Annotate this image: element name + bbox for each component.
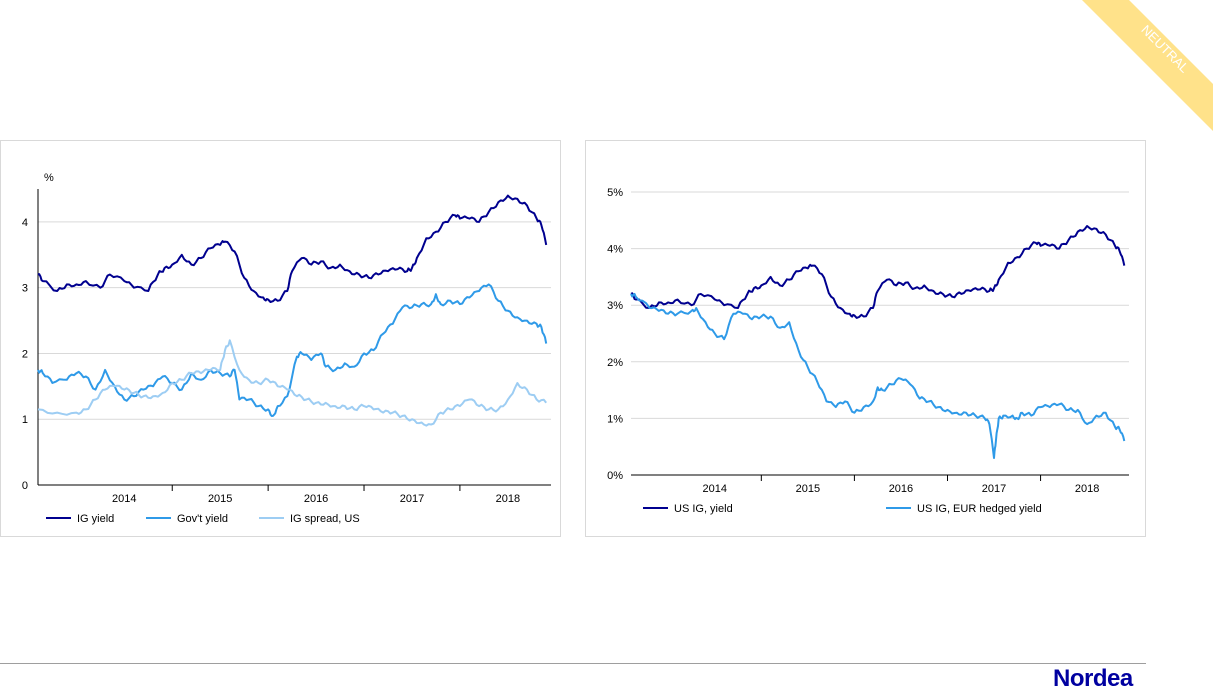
y-tick-label: 1	[22, 414, 28, 426]
series-line	[630, 292, 1126, 459]
ribbon-label: NEUTRAL	[1138, 22, 1192, 76]
y-tick-label: 1%	[607, 413, 623, 425]
y-tick-label: 3	[22, 283, 28, 295]
legend-label: US IG, yield	[674, 503, 733, 515]
header-area: NEUTRAL	[0, 0, 1213, 140]
neutral-ribbon: NEUTRAL	[1082, 0, 1213, 131]
y-tick-label: 0%	[607, 470, 623, 482]
y-tick-label: 2	[22, 348, 28, 360]
y-tick-label: 5%	[607, 187, 623, 199]
series-line	[37, 194, 548, 303]
x-tick-label: 2018	[1075, 483, 1099, 495]
series-line	[630, 225, 1126, 319]
line-chart-right: 0% 1% 2% 3% 4% 5% 2014 2015 2016 2017 2018 US IG, y…	[607, 187, 1129, 515]
series-line	[37, 339, 547, 427]
x-tick-label: 2015	[208, 493, 232, 505]
footer-divider	[0, 663, 1146, 664]
x-tick-label: 2017	[982, 483, 1006, 495]
y-tick-label: 4%	[607, 244, 623, 256]
x-tick-label: 2017	[400, 493, 424, 505]
x-tick-label: 2018	[496, 493, 520, 505]
series-line	[37, 283, 548, 417]
x-tick-label: 2016	[304, 493, 328, 505]
x-tick-label: 2016	[889, 483, 913, 495]
line-chart-left: 0 1 2 3 4% 2014 2015 2016 2017 2018 IG yield Gov't …	[22, 172, 551, 525]
nordea-logo: Nordea	[1053, 665, 1133, 692]
legend-label: IG spread, US	[290, 513, 360, 525]
legend-label: IG yield	[77, 513, 114, 525]
y-tick-label: 4	[22, 217, 28, 229]
y-tick-label: 2%	[607, 357, 623, 369]
legend-label: Gov't yield	[177, 513, 228, 525]
x-tick-label: 2014	[112, 493, 136, 505]
legend-label: US IG, EUR hedged yield	[917, 503, 1042, 515]
y-tick-label: 0	[22, 480, 28, 492]
y-axis-label: %	[44, 172, 54, 184]
x-tick-label: 2015	[796, 483, 820, 495]
x-tick-label: 2014	[703, 483, 727, 495]
y-tick-label: 3%	[607, 300, 623, 312]
chart-panel-right: 0% 1% 2% 3% 4% 5% 2014 2015 2016 2017 2018 US IG, y…	[585, 140, 1146, 537]
ribbon-shape	[1082, 0, 1213, 131]
chart-panel-left: 0 1 2 3 4% 2014 2015 2016 2017 2018 IG yield Gov't …	[0, 140, 561, 537]
